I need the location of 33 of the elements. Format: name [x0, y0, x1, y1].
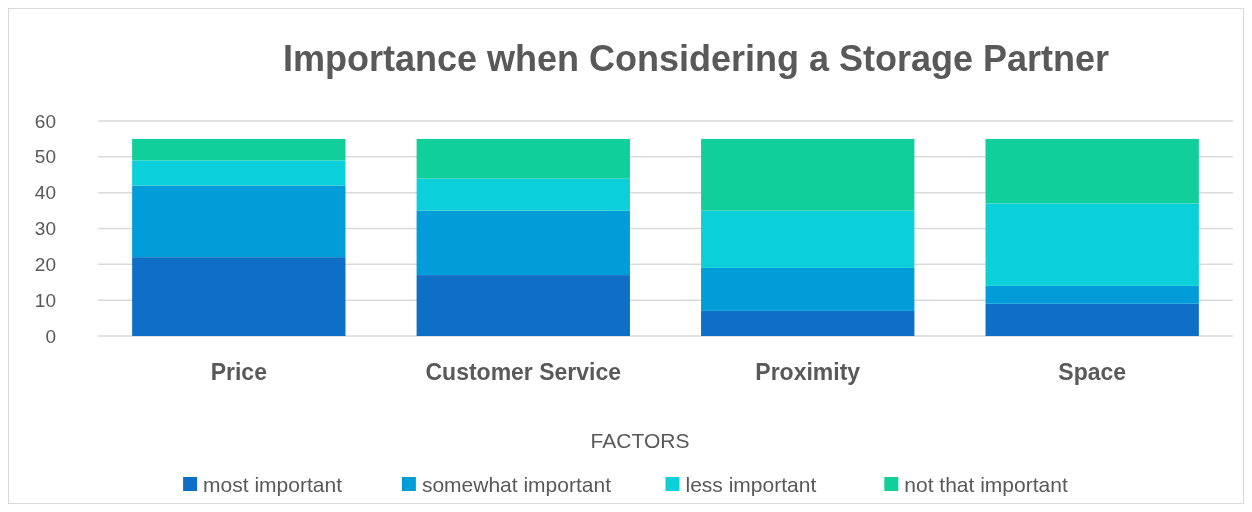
- bar: [701, 267, 915, 311]
- bar: [985, 138, 1199, 204]
- bar: [416, 138, 630, 179]
- x-tick-label: Proximity: [755, 359, 861, 385]
- bar: [132, 185, 346, 258]
- y-tick-label: 20: [34, 253, 56, 275]
- y-tick-label: 60: [34, 110, 56, 132]
- y-tick-label: 50: [34, 146, 56, 168]
- bar: [701, 138, 915, 211]
- legend-label: somewhat important: [421, 472, 612, 496]
- y-tick-label: 0: [45, 325, 56, 347]
- y-tick-label: 30: [34, 218, 56, 239]
- legend-label: most important: [203, 472, 343, 496]
- bar: [132, 257, 346, 336]
- bar: [416, 210, 630, 276]
- x-tick-label: Price: [210, 359, 267, 385]
- bar: [985, 285, 1199, 304]
- legend-label: less important: [685, 472, 817, 496]
- bar: [132, 160, 346, 186]
- bar: [985, 203, 1199, 286]
- y-tick-label: 40: [34, 182, 56, 204]
- bar: [132, 138, 346, 161]
- legend-label: not that important: [904, 472, 1068, 496]
- x-tick-label: Customer Service: [425, 359, 622, 385]
- y-tick-label: 10: [34, 289, 56, 311]
- chart-title: Importance when Considering a Storage Partner: [282, 37, 1110, 79]
- x-axis-title: FACTORS: [590, 428, 690, 452]
- bar: [416, 275, 630, 336]
- bar: [985, 303, 1199, 336]
- x-tick-label: Space: [1058, 359, 1127, 385]
- bar: [701, 210, 915, 268]
- bar: [416, 178, 630, 211]
- bar: [701, 310, 915, 336]
